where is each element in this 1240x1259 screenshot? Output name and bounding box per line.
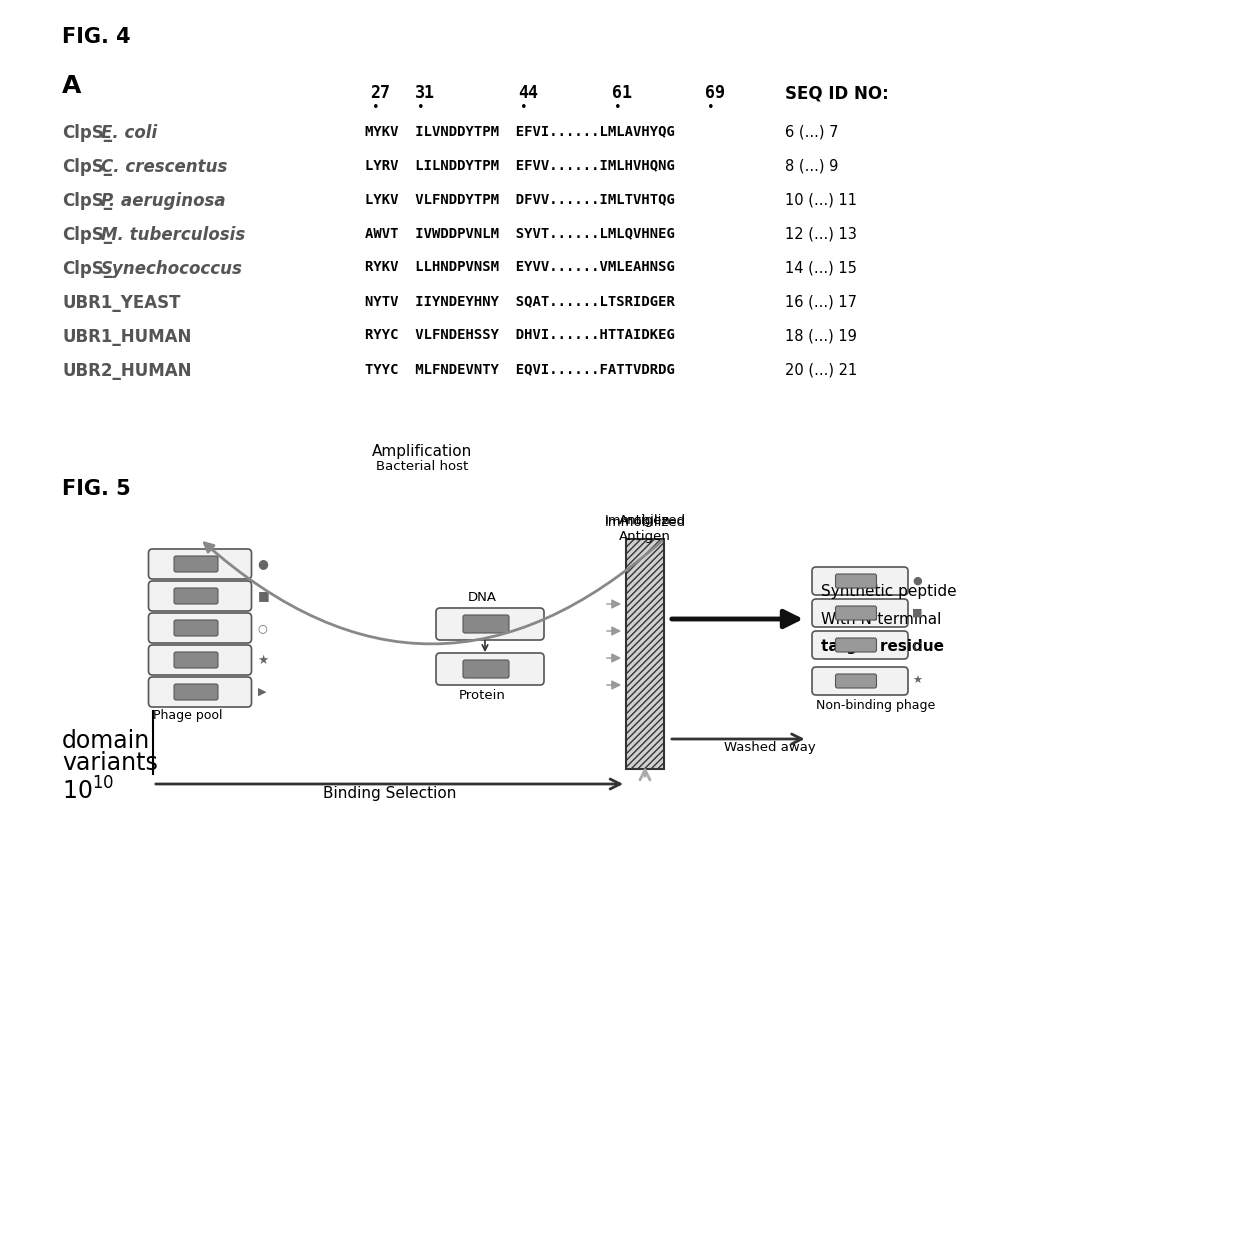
Text: $\mathregular{10^{10}}$: $\mathregular{10^{10}}$ xyxy=(62,777,114,805)
Text: ClpS_: ClpS_ xyxy=(62,227,112,244)
FancyBboxPatch shape xyxy=(149,677,252,708)
Text: ■: ■ xyxy=(911,608,923,618)
Text: 18 (...) 19: 18 (...) 19 xyxy=(785,329,857,342)
FancyBboxPatch shape xyxy=(149,580,252,611)
FancyBboxPatch shape xyxy=(149,613,252,643)
Text: 14 (...) 15: 14 (...) 15 xyxy=(785,261,857,274)
Text: ClpS_: ClpS_ xyxy=(62,193,112,210)
FancyBboxPatch shape xyxy=(812,599,908,627)
Text: variants: variants xyxy=(62,752,157,776)
Text: Synechococcus: Synechococcus xyxy=(100,261,243,278)
Text: A: A xyxy=(62,74,82,98)
Text: Amplification: Amplification xyxy=(372,444,472,460)
FancyBboxPatch shape xyxy=(836,606,877,619)
Text: ○: ○ xyxy=(258,623,268,633)
Text: •: • xyxy=(372,101,379,115)
Text: LYKV  VLFNDDYTPM  DFVV......IMLTVHTQG: LYKV VLFNDDYTPM DFVV......IMLTVHTQG xyxy=(365,193,675,206)
FancyBboxPatch shape xyxy=(149,645,252,675)
FancyBboxPatch shape xyxy=(812,631,908,658)
Text: 12 (...) 13: 12 (...) 13 xyxy=(785,227,857,240)
Bar xyxy=(626,539,663,769)
FancyBboxPatch shape xyxy=(836,638,877,652)
Text: Immobilized: Immobilized xyxy=(604,516,686,529)
Text: Protein: Protein xyxy=(459,689,506,703)
Text: 20 (...) 21: 20 (...) 21 xyxy=(785,363,857,376)
Text: ○: ○ xyxy=(911,640,921,650)
FancyBboxPatch shape xyxy=(812,567,908,596)
Text: UBR2_HUMAN: UBR2_HUMAN xyxy=(62,363,191,380)
Text: UBR1_YEAST: UBR1_YEAST xyxy=(62,295,181,312)
Text: RYYC  VLFNDEHSSY  DHVI......HTTAIDKEG: RYYC VLFNDEHSSY DHVI......HTTAIDKEG xyxy=(365,329,675,342)
Text: Bacterial host: Bacterial host xyxy=(377,460,469,473)
FancyBboxPatch shape xyxy=(836,574,877,588)
FancyBboxPatch shape xyxy=(174,684,218,700)
Text: RYKV  LLHNDPVNSM  EYVV......VMLEAHNSG: RYKV LLHNDPVNSM EYVV......VMLEAHNSG xyxy=(365,261,675,274)
Text: •: • xyxy=(614,101,621,115)
Text: MYKV  ILVNDDYTPM  EFVI......LMLAVHYQG: MYKV ILVNDDYTPM EFVI......LMLAVHYQG xyxy=(365,123,675,138)
Text: ●: ● xyxy=(258,558,268,570)
Text: •: • xyxy=(417,101,424,115)
Text: 27: 27 xyxy=(370,84,391,102)
Text: ▶: ▶ xyxy=(258,687,267,697)
FancyBboxPatch shape xyxy=(174,588,218,604)
Text: Phage pool: Phage pool xyxy=(153,709,222,721)
Text: Antigen: Antigen xyxy=(619,499,671,528)
Text: AWVT  IVWDDPVNLM  SYVT......LMLQVHNEG: AWVT IVWDDPVNLM SYVT......LMLQVHNEG xyxy=(365,227,675,240)
FancyBboxPatch shape xyxy=(174,619,218,636)
FancyBboxPatch shape xyxy=(174,652,218,669)
Text: DNA: DNA xyxy=(467,590,496,604)
Text: 10 (...) 11: 10 (...) 11 xyxy=(785,193,857,206)
FancyArrowPatch shape xyxy=(205,541,662,643)
Text: 6 (...) 7: 6 (...) 7 xyxy=(785,123,838,138)
Text: ClpS_: ClpS_ xyxy=(62,157,112,176)
Text: Non-binding phage: Non-binding phage xyxy=(816,699,935,713)
FancyBboxPatch shape xyxy=(463,614,508,633)
Text: Immobilized: Immobilized xyxy=(604,514,686,528)
Text: Washed away: Washed away xyxy=(724,742,816,754)
Text: ClpS_: ClpS_ xyxy=(62,261,112,278)
Text: FIG. 5: FIG. 5 xyxy=(62,478,130,499)
Text: •: • xyxy=(707,101,714,115)
Text: P. aeruginosa: P. aeruginosa xyxy=(100,193,226,210)
Text: 31: 31 xyxy=(415,84,435,102)
Text: Antigen: Antigen xyxy=(619,530,671,543)
Text: ★: ★ xyxy=(911,676,923,686)
Text: ●: ● xyxy=(911,577,921,585)
FancyBboxPatch shape xyxy=(174,556,218,572)
Text: 44: 44 xyxy=(518,84,538,102)
Text: With N-terminal: With N-terminal xyxy=(821,612,941,627)
FancyBboxPatch shape xyxy=(436,608,544,640)
FancyBboxPatch shape xyxy=(812,667,908,695)
Text: M. tuberculosis: M. tuberculosis xyxy=(100,227,246,244)
Text: Synthetic peptide: Synthetic peptide xyxy=(821,584,956,599)
Text: ■: ■ xyxy=(258,589,269,603)
FancyBboxPatch shape xyxy=(149,549,252,579)
Text: UBR1_HUMAN: UBR1_HUMAN xyxy=(62,329,191,346)
Text: ★: ★ xyxy=(258,653,269,666)
FancyBboxPatch shape xyxy=(463,660,508,679)
Text: Binding Selection: Binding Selection xyxy=(322,786,456,801)
Text: FIG. 4: FIG. 4 xyxy=(62,26,130,47)
Text: 69: 69 xyxy=(706,84,725,102)
Text: E. coli: E. coli xyxy=(100,123,157,142)
Text: •: • xyxy=(520,101,527,115)
Text: 16 (...) 17: 16 (...) 17 xyxy=(785,295,857,308)
Text: NYTV  IIYNDEYHNY  SQAT......LTSRIDGER: NYTV IIYNDEYHNY SQAT......LTSRIDGER xyxy=(365,295,675,308)
Text: target residue: target residue xyxy=(821,640,944,653)
Text: 61: 61 xyxy=(613,84,632,102)
FancyBboxPatch shape xyxy=(836,674,877,687)
Text: LYRV  LILNDDYTPM  EFVV......IMLHVHQNG: LYRV LILNDDYTPM EFVV......IMLHVHQNG xyxy=(365,157,675,172)
FancyBboxPatch shape xyxy=(436,653,544,685)
Text: 8 (...) 9: 8 (...) 9 xyxy=(785,157,838,172)
Text: C. crescentus: C. crescentus xyxy=(100,157,227,176)
Text: SEQ ID NO:: SEQ ID NO: xyxy=(785,84,889,102)
Text: domain: domain xyxy=(62,729,150,753)
Text: ClpS_: ClpS_ xyxy=(62,123,112,142)
Text: TYYC  MLFNDEVNTY  EQVI......FATTVDRDG: TYYC MLFNDEVNTY EQVI......FATTVDRDG xyxy=(365,363,675,376)
